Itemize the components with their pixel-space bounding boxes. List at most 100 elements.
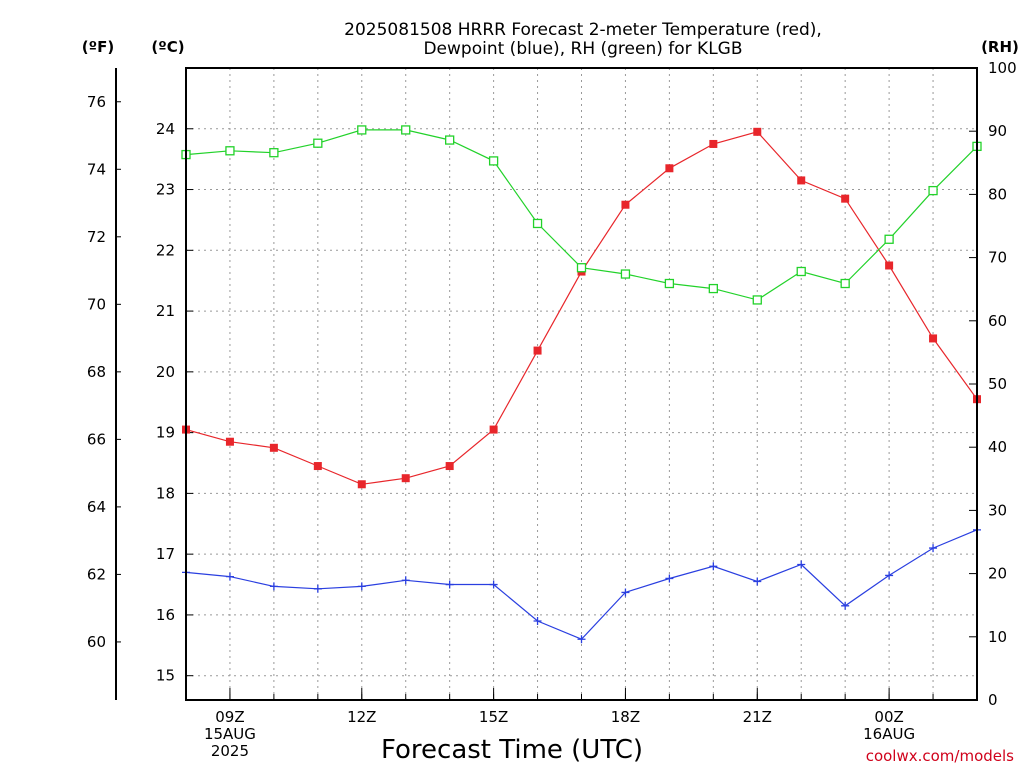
temperature-point: [269, 443, 278, 452]
dewpoint-point: [445, 580, 454, 589]
rh-tick-label: 10: [988, 628, 1007, 646]
time-tick-label: 21Z: [743, 708, 772, 726]
celsius-axis: 15 16 17 18 19 20 21 22 23 24: [156, 120, 193, 685]
rh-point: [840, 278, 850, 289]
fahrenheit-axis: 60 62 64 66 68 70 72 74 76: [87, 93, 121, 651]
rh-point: [313, 138, 323, 148]
rh-tick-label: 80: [988, 185, 1007, 203]
temperature-point: [533, 346, 542, 355]
series-layer: [181, 125, 982, 644]
rh-tick-label: 50: [988, 375, 1007, 393]
dewpoint-point: [401, 576, 410, 585]
temperature-point: [401, 474, 410, 483]
dewpoint-point: [929, 544, 938, 553]
rh-point: [796, 266, 806, 277]
dewpoint-point: [885, 571, 894, 580]
time-tick-label: 15AUG: [204, 725, 256, 743]
celsius-tick-label: 16: [156, 606, 175, 624]
temperature-point: [357, 480, 366, 489]
celsius-tick-label: 23: [156, 181, 175, 199]
dewpoint-point: [313, 584, 322, 593]
dewpoint-point: [797, 560, 806, 569]
rh-point: [928, 185, 938, 196]
temperature-point: [929, 334, 938, 343]
celsius-tick-label: 19: [156, 424, 175, 442]
dewpoint-point: [753, 577, 762, 586]
fahrenheit-tick-label: 74: [87, 160, 106, 178]
fahrenheit-unit-label: (ºF): [82, 38, 114, 56]
grid-layer: [185, 68, 978, 700]
fahrenheit-tick-label: 70: [87, 295, 106, 313]
rh-tick-label: 0: [988, 691, 998, 709]
rh-point: [664, 278, 675, 289]
temperature-point: [885, 261, 894, 270]
time-tick-label: 18Z: [611, 708, 640, 726]
plot-frame: [185, 67, 978, 701]
temperature-point: [445, 462, 454, 471]
temperature-point: [753, 127, 762, 136]
time-tick-label: 12Z: [347, 708, 376, 726]
rh-point: [269, 148, 279, 158]
rh-series: [181, 125, 982, 305]
time-tick-label: 09Z: [215, 708, 244, 726]
rh-axis: 0 10 20 30 40 50 60 70 80 90 100: [969, 59, 1017, 709]
rh-tick-label: 70: [988, 249, 1007, 267]
rh-point: [708, 283, 718, 294]
fahrenheit-tick-label: 62: [87, 565, 106, 583]
fahrenheit-tick-label: 72: [87, 228, 106, 246]
credit-text: coolwx.com/models: [866, 747, 1014, 765]
dewpoint-point: [709, 562, 718, 571]
fahrenheit-tick-label: 64: [87, 498, 106, 516]
rh-tick-label: 100: [988, 59, 1017, 77]
temperature-point: [665, 164, 674, 173]
rh-point: [488, 156, 499, 166]
rh-tick-label: 90: [988, 122, 1007, 140]
rh-tick-label: 60: [988, 312, 1007, 330]
fahrenheit-tick-label: 60: [87, 633, 106, 651]
celsius-tick-label: 15: [156, 667, 175, 685]
fahrenheit-tick-label: 66: [87, 430, 106, 448]
chart-title-line-1: 2025081508 HRRR Forecast 2-meter Tempera…: [344, 20, 822, 40]
celsius-tick-label: 24: [156, 120, 175, 138]
dewpoint-point: [621, 588, 630, 597]
dewpoint-point: [357, 582, 366, 591]
rh-point: [620, 269, 631, 279]
temperature-point: [797, 176, 806, 185]
temperature-point: [313, 462, 322, 471]
celsius-tick-label: 18: [156, 484, 175, 502]
temperature-point: [225, 437, 234, 446]
celsius-unit-label: (ºC): [151, 38, 184, 56]
temperature-point: [621, 200, 630, 209]
temperature-point: [709, 139, 718, 148]
rh-point: [445, 135, 455, 145]
fahrenheit-tick-label: 68: [87, 363, 106, 381]
rh-point: [752, 295, 762, 305]
dewpoint-point: [665, 574, 674, 583]
dewpoint-point: [577, 635, 586, 644]
rh-tick-label: 40: [988, 438, 1007, 456]
celsius-tick-label: 17: [156, 545, 175, 563]
dewpoint-point: [225, 572, 234, 581]
temperature-point: [841, 194, 850, 203]
time-tick-label: 2025: [211, 742, 249, 760]
dewpoint-point: [841, 601, 850, 610]
x-axis-label: Forecast Time (UTC): [381, 735, 643, 765]
rh-tick-label: 20: [988, 565, 1007, 583]
celsius-tick-label: 22: [156, 241, 175, 259]
dewpoint-point: [489, 580, 498, 589]
celsius-tick-label: 21: [156, 302, 175, 320]
temperature-point: [489, 425, 498, 434]
dewpoint-point: [269, 582, 278, 591]
rh-point: [576, 263, 587, 273]
rh-point: [884, 234, 894, 244]
fahrenheit-tick-label: 76: [87, 93, 106, 111]
rh-point: [401, 125, 411, 135]
chart-title-line-2: Dewpoint (blue), RH (green) for KLGB: [423, 39, 742, 59]
celsius-tick-label: 20: [156, 363, 175, 381]
dewpoint-point: [533, 617, 542, 625]
rh-unit-label: (RH): [981, 38, 1019, 56]
time-tick-label: 16AUG: [863, 725, 915, 743]
rh-point: [225, 146, 235, 156]
